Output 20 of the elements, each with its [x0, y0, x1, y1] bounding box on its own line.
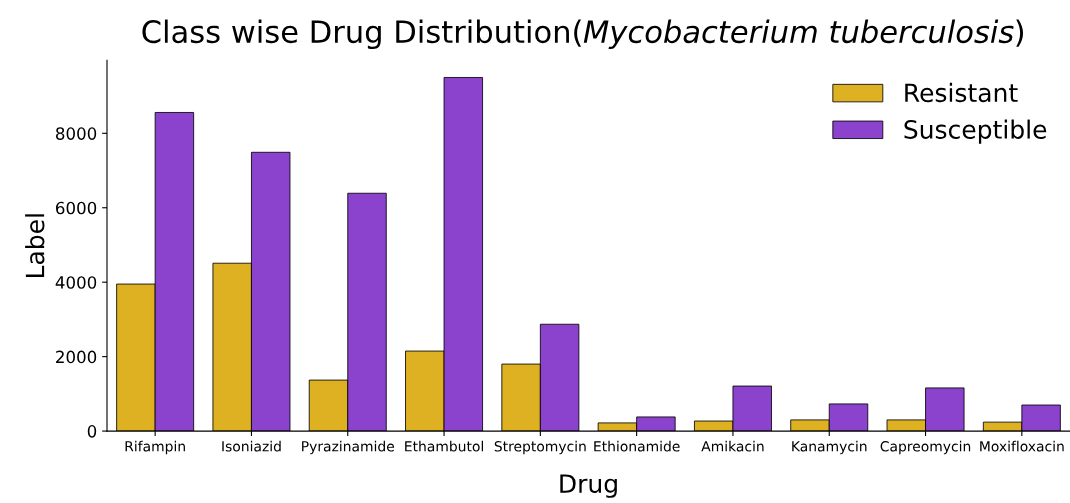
chart-title: Class wise Drug Distribution(Mycobacterium tuberculosis) — [142, 19, 1024, 50]
x-tick-label: Moxifloxacin — [980, 440, 1064, 452]
x-tick-label: Rifampin — [125, 440, 185, 455]
x-tick-label: Kanamycin — [792, 440, 867, 455]
x-tick-label: Ethionamide — [594, 440, 680, 452]
x-axis-title: Drug — [560, 474, 617, 498]
legend-label: Resistant — [905, 82, 1018, 103]
x-tick-label: Ethambutol — [405, 440, 483, 452]
y-axis-title: Label — [25, 214, 45, 277]
y-tick-label: 8000 — [55, 127, 97, 140]
y-tick-label: 0 — [87, 425, 97, 438]
x-tick-label: Pyrazinamide — [302, 440, 395, 455]
y-tick-label: 4000 — [55, 276, 97, 289]
y-tick-label: 6000 — [56, 201, 97, 215]
legend-label: Susceptible — [904, 119, 1047, 144]
x-tick-label: Amikacin — [701, 440, 764, 452]
y-tick-label: 2000 — [56, 350, 97, 364]
x-tick-label: Isoniazid — [222, 440, 281, 452]
x-tick-label: Capreomycin — [880, 440, 971, 455]
x-tick-label: Streptomycin — [494, 440, 586, 455]
